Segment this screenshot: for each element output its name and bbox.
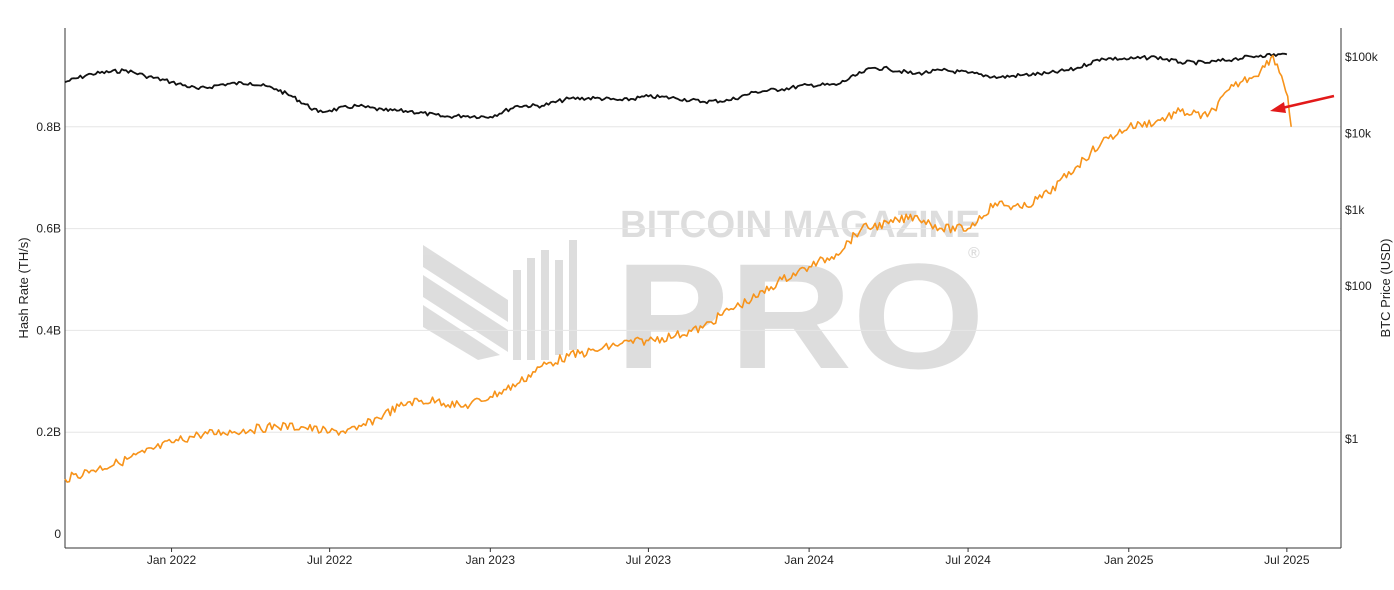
series-lines [64, 52, 1292, 483]
annotation-arrow-head [1270, 102, 1286, 113]
y-left-tick-label: 0.2B [36, 425, 61, 439]
y-right-tick-label: $100 [1345, 279, 1372, 293]
x-tick-label: Jul 2023 [626, 553, 672, 567]
y-left-tick-label: 0 [54, 527, 61, 541]
x-tick-label: Jul 2025 [1264, 553, 1310, 567]
x-tick-label: Jan 2025 [1104, 553, 1154, 567]
watermark: BITCOIN MAGAZINE PRO ® [423, 204, 985, 400]
x-tick-label: Jan 2024 [784, 553, 834, 567]
series-line-btc-price [64, 52, 1288, 120]
tick-labels: Jan 2022 Jul 2022 Jan 2023 Jul 2023 Jan 2024… [36, 50, 1378, 567]
x-tick-label: Jan 2022 [147, 553, 197, 567]
y-right-axis-title: BTC Price (USD) [1378, 239, 1393, 338]
y-left-axis-title: Hash Rate (TH/s) [16, 237, 31, 338]
x-tick-label: Jul 2022 [307, 553, 353, 567]
watermark-line1: BITCOIN MAGAZINE [620, 204, 980, 246]
y-left-tick-label: 0.8B [36, 120, 61, 134]
y-left-tick-label: 0.6B [36, 222, 61, 236]
x-tick-label: Jan 2023 [466, 553, 516, 567]
axes [64, 28, 1342, 552]
y-right-tick-label: $10k [1345, 126, 1372, 140]
y-left-tick-label: 0.4B [36, 323, 61, 337]
y-right-tick-label: $100k [1345, 50, 1379, 64]
watermark-line2: PRO [615, 232, 985, 400]
annotation-arrow-shaft [1281, 94, 1335, 110]
y-right-tick-label: $1 [1345, 432, 1359, 446]
watermark-logo [423, 240, 577, 360]
annotations [1270, 94, 1335, 113]
series-line-hash-rate [64, 54, 1292, 483]
watermark-registered-mark: ® [968, 245, 980, 262]
y-right-tick-label: $1k [1345, 203, 1365, 217]
x-tick-label: Jul 2024 [945, 553, 991, 567]
